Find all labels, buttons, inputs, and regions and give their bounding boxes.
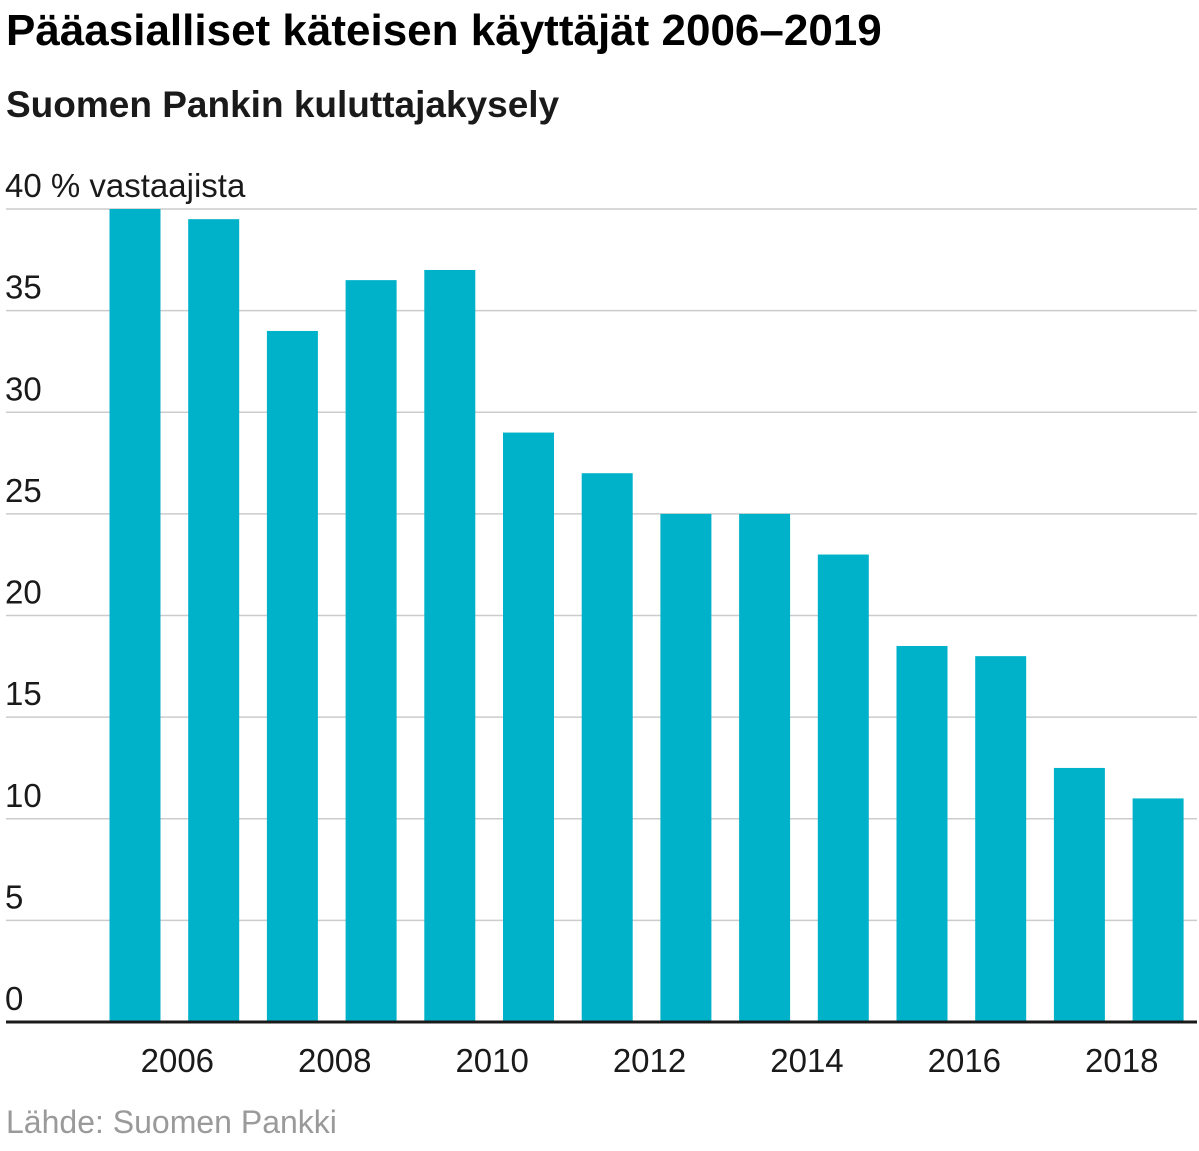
- bar: [817, 554, 869, 1022]
- y-tick-label: 20: [5, 574, 42, 611]
- bar: [345, 280, 397, 1022]
- x-tick-label: 2012: [613, 1042, 686, 1079]
- bar: [896, 645, 948, 1022]
- chart-subtitle: Suomen Pankin kuluttajakysely: [6, 84, 560, 125]
- x-tick-label: 2006: [141, 1042, 214, 1079]
- bar: [424, 269, 476, 1023]
- bar: [660, 513, 712, 1022]
- y-tick-label: 35: [5, 269, 42, 306]
- bar: [188, 219, 240, 1023]
- x-axis-tick-labels: 2006 2008 2010 2012 2014 2016 2018: [141, 1042, 1159, 1079]
- y-axis-tick-labels: 0 5 10 15 20 25 30 35 40 % vastaajista: [5, 167, 246, 1017]
- bar: [503, 432, 554, 1022]
- bar: [266, 330, 318, 1022]
- y-tick-label: 5: [5, 878, 23, 915]
- x-tick-label: 2016: [928, 1042, 1001, 1079]
- bar: [1053, 767, 1105, 1022]
- y-tick-label: 25: [5, 472, 42, 509]
- chart-title: Pääasialliset käteisen käyttäjät 2006–20…: [6, 6, 882, 55]
- bar: [109, 209, 161, 1022]
- x-tick-label: 2010: [455, 1042, 528, 1079]
- bar: [739, 513, 791, 1022]
- x-tick-label: 2018: [1085, 1042, 1158, 1079]
- bar: [1132, 798, 1184, 1022]
- bar: [581, 473, 633, 1023]
- x-tick-label: 2008: [298, 1042, 371, 1079]
- x-tick-label: 2014: [770, 1042, 843, 1079]
- y-tick-label: 0: [5, 980, 23, 1017]
- y-tick-label: 15: [5, 675, 42, 712]
- y-tick-label: 30: [5, 370, 42, 407]
- bars: [109, 209, 1184, 1023]
- bar: [975, 656, 1027, 1022]
- y-tick-label: 10: [5, 777, 42, 814]
- y-tick-label: 40 % vastaajista: [5, 167, 246, 204]
- source-note: Lähde: Suomen Pankki: [6, 1104, 337, 1140]
